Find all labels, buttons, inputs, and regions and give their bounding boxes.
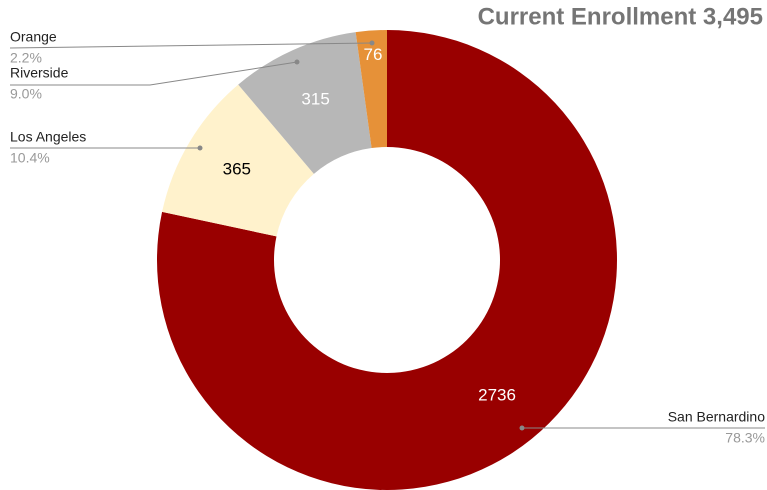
legend-label: San Bernardino: [668, 409, 766, 425]
legend-label: Los Angeles: [10, 129, 86, 145]
leader-line: [10, 61, 298, 86]
donut-slice: [162, 84, 314, 237]
donut-slice: [157, 30, 617, 490]
leader-dot: [519, 425, 525, 431]
value-label: 76: [364, 45, 383, 64]
percent-label: 9.0%: [10, 86, 42, 102]
leader-dot: [197, 145, 203, 151]
leader-line: [9, 42, 373, 49]
percent-label: 78.3%: [725, 430, 765, 446]
leader-dot: [294, 59, 300, 65]
donut-slice: [355, 30, 387, 149]
legend-label: Riverside: [10, 65, 69, 81]
legend-label: Orange: [10, 29, 57, 45]
donut-slice: [238, 32, 372, 174]
value-label: 2736: [478, 386, 516, 405]
leader-dot: [369, 40, 375, 46]
value-label: 315: [301, 90, 329, 109]
chart-title: Current Enrollment 3,495: [478, 3, 763, 30]
percent-label: 10.4%: [10, 150, 50, 166]
value-label: 365: [223, 160, 251, 179]
percent-label: 2.2%: [10, 50, 42, 66]
